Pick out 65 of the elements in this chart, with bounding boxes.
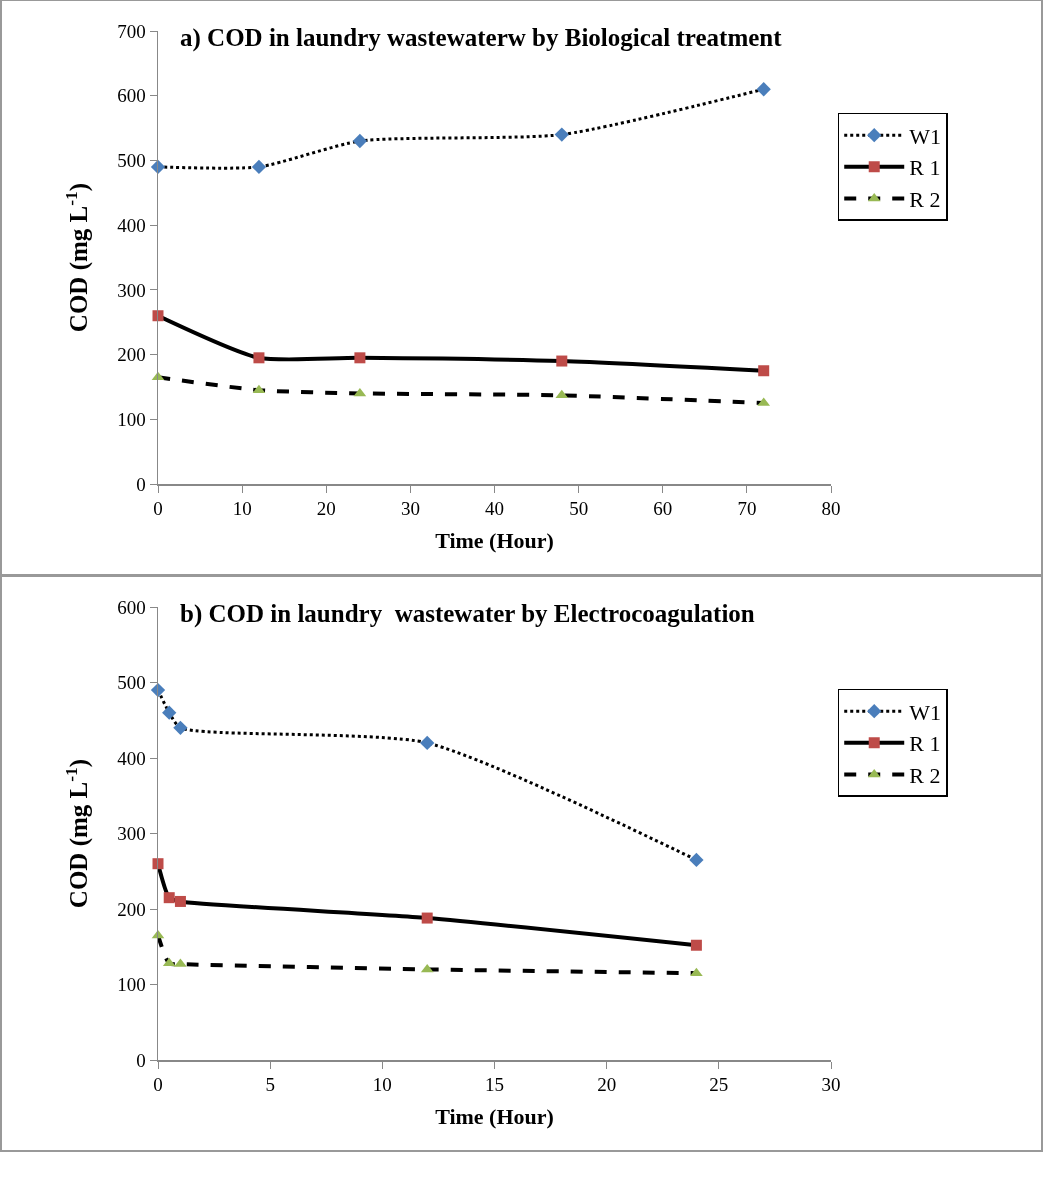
- point: [554, 127, 569, 142]
- point: [420, 735, 435, 751]
- x-axis-title: Time (Hour): [435, 1103, 554, 1129]
- point: [353, 387, 367, 397]
- point: [253, 352, 265, 364]
- y-tick-label: 700: [117, 20, 146, 42]
- point: [758, 365, 770, 377]
- legend-label: R 1: [909, 731, 941, 757]
- point: [756, 82, 771, 97]
- point: [162, 957, 176, 967]
- legend-label: R 2: [909, 186, 941, 212]
- y-tick-label: 600: [117, 85, 146, 107]
- y-tick-label: 400: [117, 214, 146, 236]
- point: [352, 133, 368, 149]
- point: [150, 682, 166, 698]
- point: [150, 159, 166, 175]
- y-tick-label: 400: [117, 747, 146, 769]
- x-tick-label: 10: [372, 1074, 392, 1096]
- x-tick-label: 30: [400, 498, 420, 520]
- point: [556, 355, 568, 367]
- y-tick-label: 500: [117, 672, 146, 694]
- point: [173, 720, 188, 735]
- point: [689, 852, 704, 868]
- legend-label: R 1: [909, 155, 941, 181]
- point: [690, 939, 702, 951]
- x-tick-label: 50: [569, 498, 589, 520]
- y-tick-label: 200: [117, 898, 146, 920]
- point: [174, 895, 186, 907]
- x-tick-label: 20: [316, 498, 336, 520]
- x-tick-label: 20: [597, 1074, 617, 1096]
- chart-title: b) COD in laundry wastewater by Electrocoagulation: [180, 600, 755, 628]
- x-tick-label: 25: [709, 1074, 729, 1096]
- y-tick-label: 600: [117, 596, 146, 618]
- point: [152, 858, 164, 870]
- y-tick-label: 300: [117, 279, 146, 301]
- x-tick-label: 60: [653, 498, 673, 520]
- y-tick-label: 500: [117, 150, 146, 172]
- x-tick-label: 30: [821, 1074, 841, 1096]
- x-tick-label: 70: [737, 498, 757, 520]
- x-axis-title: Time (Hour): [435, 527, 554, 553]
- y-tick-label: 300: [117, 823, 146, 845]
- x-tick-label: 40: [485, 498, 504, 520]
- x-tick-label: 0: [153, 498, 163, 520]
- x-tick-label: 5: [265, 1074, 275, 1096]
- chart-title: a) COD in laundry wastewaterw by Biological treatment: [180, 24, 783, 52]
- point: [251, 159, 267, 175]
- x-tick-label: 10: [232, 498, 252, 520]
- x-tick-label: 80: [821, 498, 841, 520]
- point: [152, 310, 164, 322]
- legend-label: W1: [909, 699, 941, 725]
- point: [354, 352, 366, 364]
- point: [163, 892, 175, 904]
- point: [421, 912, 433, 924]
- y-tick-label: 100: [117, 408, 146, 430]
- y-tick-label: 200: [117, 344, 146, 366]
- legend-label: R 2: [909, 762, 941, 788]
- x-tick-label: 0: [153, 1074, 163, 1096]
- point: [555, 389, 569, 399]
- point: [162, 705, 177, 720]
- y-tick-label: 100: [117, 974, 146, 996]
- y-tick-label: 0: [136, 473, 146, 495]
- legend-label: W1: [909, 123, 941, 149]
- y-tick-label: 0: [136, 1049, 146, 1071]
- point: [420, 963, 434, 973]
- x-tick-label: 15: [485, 1074, 504, 1096]
